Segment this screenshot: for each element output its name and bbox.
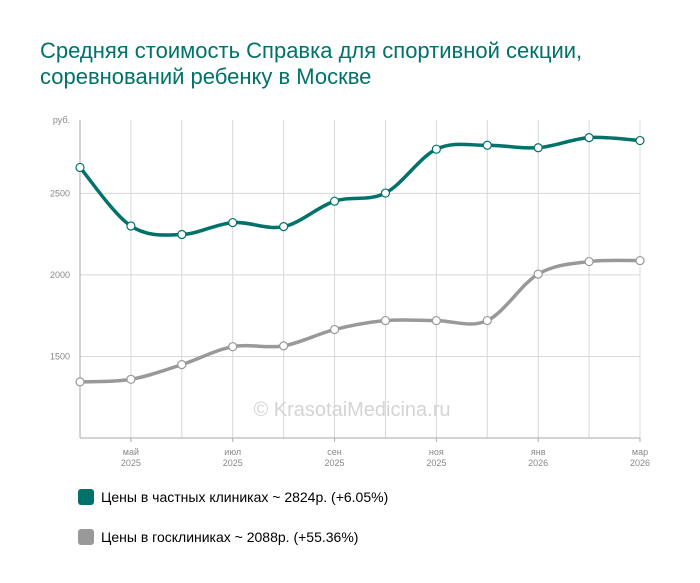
data-point-public (228, 342, 238, 352)
x-tick-label-year: 2025 (325, 458, 345, 468)
y-tick-label: 2500 (50, 188, 70, 198)
chart-title: Средняя стоимость Справка для спортивной… (40, 38, 583, 89)
data-point-private (177, 229, 187, 240)
legend-swatch-private (78, 489, 94, 505)
x-tick-label-year: 2025 (426, 458, 446, 468)
x-tick-label-month: июл (224, 447, 241, 457)
data-point-private (329, 196, 340, 206)
x-tick-label-year: 2026 (528, 458, 548, 468)
data-point-private (279, 222, 289, 232)
x-tick-label-month: май (123, 447, 139, 457)
data-point-private (75, 162, 85, 173)
series-points (75, 133, 645, 387)
data-point-public (126, 374, 136, 384)
data-point-private (482, 140, 492, 150)
data-point-public (329, 324, 340, 335)
y-tick-label: 1500 (50, 351, 70, 361)
legend-label-public: Цены в госклиниках ~ 2088р. (+55.36%) (101, 529, 359, 545)
x-tick-label-month: ноя (429, 447, 444, 457)
legend-label-private: Цены в частных клиниках ~ 2824р. (+6.05%… (101, 489, 389, 505)
data-point-public (584, 256, 594, 267)
legend: Цены в частных клиниках ~ 2824р. (+6.05%… (78, 487, 388, 567)
x-tick-label-month: мар (632, 447, 648, 457)
data-point-public (177, 360, 187, 370)
data-point-private (126, 221, 136, 231)
data-point-public (635, 255, 645, 266)
series-line-private (78, 135, 642, 237)
data-point-private (533, 143, 543, 153)
y-tick-label: 2000 (50, 270, 70, 280)
data-point-public (482, 315, 492, 326)
watermark: © KrasotaiMedicina.ru (253, 399, 450, 421)
x-tick-label-year: 2026 (630, 458, 650, 468)
data-point-private (584, 133, 594, 143)
legend-item-private[interactable]: Цены в частных клиниках ~ 2824р. (+6.05%… (78, 487, 388, 507)
y-axis-unit-label: руб. (53, 115, 70, 125)
data-point-public (380, 315, 391, 326)
x-tick-label-year: 2025 (223, 458, 243, 468)
x-tick-label-month: сен (327, 447, 342, 457)
x-tick-label-year: 2025 (121, 458, 141, 468)
legend-item-public[interactable]: Цены в госклиниках ~ 2088р. (+55.36%) (78, 527, 388, 547)
data-point-public (279, 341, 289, 351)
series-lines (78, 135, 642, 384)
data-point-private (635, 135, 645, 146)
data-point-private (431, 144, 441, 154)
series-line-public (78, 258, 642, 384)
legend-swatch-public (78, 529, 94, 545)
data-point-public (75, 377, 85, 387)
x-tick-label-month: янв (531, 447, 546, 457)
data-point-private (380, 188, 391, 198)
data-point-public (431, 315, 441, 326)
grid (79, 120, 641, 438)
data-point-public (533, 269, 543, 279)
data-point-private (228, 217, 238, 228)
